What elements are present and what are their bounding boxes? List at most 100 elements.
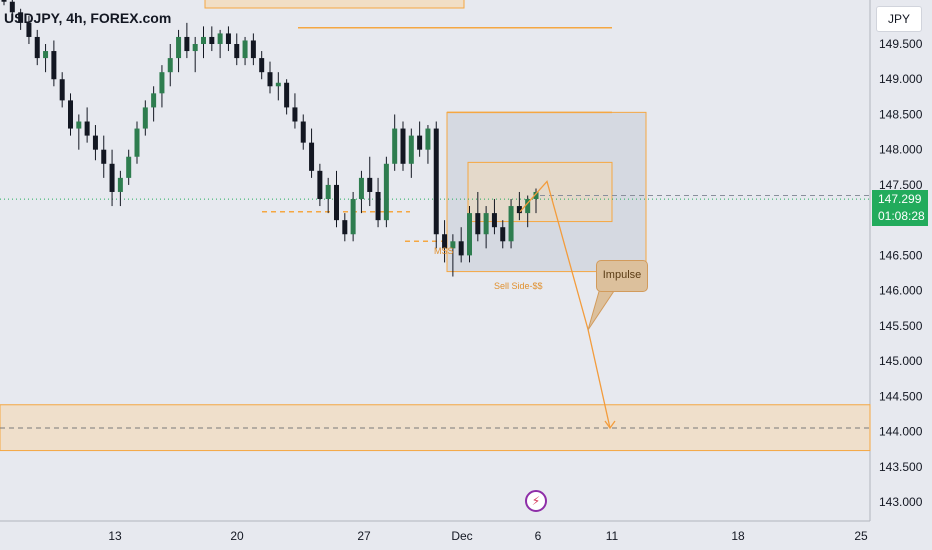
candle-body[interactable] bbox=[433, 128, 439, 235]
candle-body[interactable] bbox=[475, 213, 481, 235]
candle-body[interactable] bbox=[533, 191, 539, 200]
candle-body[interactable] bbox=[250, 40, 256, 59]
price-tick-label: 146.000 bbox=[879, 284, 923, 298]
candle-body[interactable] bbox=[317, 170, 323, 200]
price-tick-label: 148.000 bbox=[879, 143, 923, 157]
candle-body[interactable] bbox=[334, 184, 339, 221]
zone-supply-box[interactable] bbox=[467, 161, 613, 223]
projection-path[interactable] bbox=[519, 180, 611, 429]
candle-body[interactable] bbox=[92, 135, 98, 150]
candle-body[interactable] bbox=[458, 241, 464, 256]
candle-body[interactable] bbox=[209, 36, 215, 44]
tradingview-lightning-icon[interactable]: ⚡ bbox=[525, 490, 547, 512]
candle-body[interactable] bbox=[408, 135, 414, 164]
currency-button[interactable]: JPY bbox=[876, 6, 922, 32]
candle-body[interactable] bbox=[491, 213, 497, 228]
candle-body[interactable] bbox=[51, 51, 57, 80]
candle-body[interactable] bbox=[400, 128, 406, 164]
time-tick-label: 27 bbox=[357, 529, 371, 543]
candle-body[interactable] bbox=[425, 128, 431, 150]
candle-body[interactable] bbox=[76, 121, 82, 129]
price-tick-label: 144.000 bbox=[879, 425, 923, 439]
candle-body[interactable] bbox=[259, 58, 265, 73]
candle-body[interactable] bbox=[176, 36, 182, 59]
price-axis-panel[interactable] bbox=[870, 0, 932, 550]
candle-body[interactable] bbox=[375, 191, 381, 221]
candle-body[interactable] bbox=[9, 1, 15, 13]
time-tick-label: 18 bbox=[731, 529, 745, 543]
candle-body[interactable] bbox=[350, 199, 356, 235]
candle-body[interactable] bbox=[442, 234, 448, 249]
candle-body[interactable] bbox=[134, 128, 140, 157]
impulse-callout[interactable]: Impulse bbox=[596, 260, 648, 292]
current-price-value: 147.299 bbox=[878, 192, 922, 206]
candle-body[interactable] bbox=[358, 177, 364, 200]
candle-body[interactable] bbox=[192, 44, 198, 52]
candle-body[interactable] bbox=[383, 163, 389, 221]
candle-body[interactable] bbox=[284, 82, 290, 108]
candle-body[interactable] bbox=[267, 72, 273, 87]
candle-body[interactable] bbox=[43, 51, 49, 59]
price-tick-label: 143.000 bbox=[879, 495, 923, 509]
candle-body[interactable] bbox=[167, 58, 173, 73]
chart-title: USDJPY, 4h, FOREX.com bbox=[4, 10, 172, 26]
candle-body[interactable] bbox=[417, 135, 423, 150]
candle-body[interactable] bbox=[217, 33, 223, 44]
time-tick-label: 11 bbox=[606, 529, 619, 543]
candle-body[interactable] bbox=[84, 121, 90, 136]
candle-body[interactable] bbox=[234, 44, 240, 59]
projection-arrowhead bbox=[604, 420, 616, 430]
time-tick-label: 13 bbox=[108, 529, 122, 543]
candle-body[interactable] bbox=[159, 72, 165, 94]
price-tick-label: 149.500 bbox=[879, 37, 923, 51]
price-tick-label: 146.500 bbox=[879, 248, 923, 262]
candle-body[interactable] bbox=[292, 107, 298, 122]
candle-body[interactable] bbox=[325, 184, 331, 200]
candle-body[interactable] bbox=[525, 199, 531, 214]
candle-body[interactable] bbox=[392, 128, 398, 164]
candle-body[interactable] bbox=[34, 36, 40, 59]
candle-body[interactable] bbox=[68, 100, 73, 129]
candle-body[interactable] bbox=[225, 33, 231, 44]
candle-body[interactable] bbox=[126, 156, 132, 178]
price-tick-label: 143.500 bbox=[879, 460, 923, 474]
sell-side-label: Sell Side-$$ bbox=[494, 281, 543, 291]
candle-body[interactable] bbox=[300, 121, 306, 143]
candle-body[interactable] bbox=[242, 40, 248, 59]
price-tick-label: 148.500 bbox=[879, 107, 923, 121]
price-tick-label: 144.500 bbox=[879, 389, 923, 403]
candle-body[interactable] bbox=[467, 213, 472, 256]
candle-body[interactable] bbox=[309, 142, 315, 171]
candle-body[interactable] bbox=[59, 79, 65, 101]
candle-body[interactable] bbox=[142, 107, 148, 129]
candle-body[interactable] bbox=[483, 213, 489, 235]
time-tick-label: 6 bbox=[535, 529, 542, 543]
price-tick-label: 145.500 bbox=[879, 319, 923, 333]
price-tick-label: 149.000 bbox=[879, 72, 923, 86]
current-price-tag: 147.299 01:08:28 bbox=[872, 190, 928, 226]
candle-body[interactable] bbox=[18, 12, 24, 23]
candle-body[interactable] bbox=[342, 220, 348, 235]
price-tick-label: 145.000 bbox=[879, 354, 923, 368]
price-tick-label: 147.500 bbox=[879, 178, 923, 192]
candle-body[interactable] bbox=[26, 22, 32, 37]
candle-body[interactable] bbox=[151, 93, 157, 108]
mss-label: MSS bbox=[434, 246, 454, 256]
candle-body[interactable] bbox=[184, 36, 190, 52]
candle-body[interactable] bbox=[275, 82, 281, 87]
candle-body[interactable] bbox=[101, 149, 107, 164]
zone-top-partial[interactable] bbox=[204, 0, 465, 9]
candle-body[interactable] bbox=[1, 0, 7, 2]
candle-body[interactable] bbox=[508, 206, 514, 242]
time-tick-label: 20 bbox=[230, 529, 244, 543]
candle-body[interactable] bbox=[109, 163, 115, 192]
candle-body[interactable] bbox=[201, 36, 206, 44]
candle-body[interactable] bbox=[516, 206, 522, 214]
candle-body[interactable] bbox=[117, 177, 123, 192]
candle-body[interactable] bbox=[367, 177, 373, 192]
candle-body[interactable] bbox=[450, 241, 456, 249]
candle-body[interactable] bbox=[500, 227, 506, 242]
